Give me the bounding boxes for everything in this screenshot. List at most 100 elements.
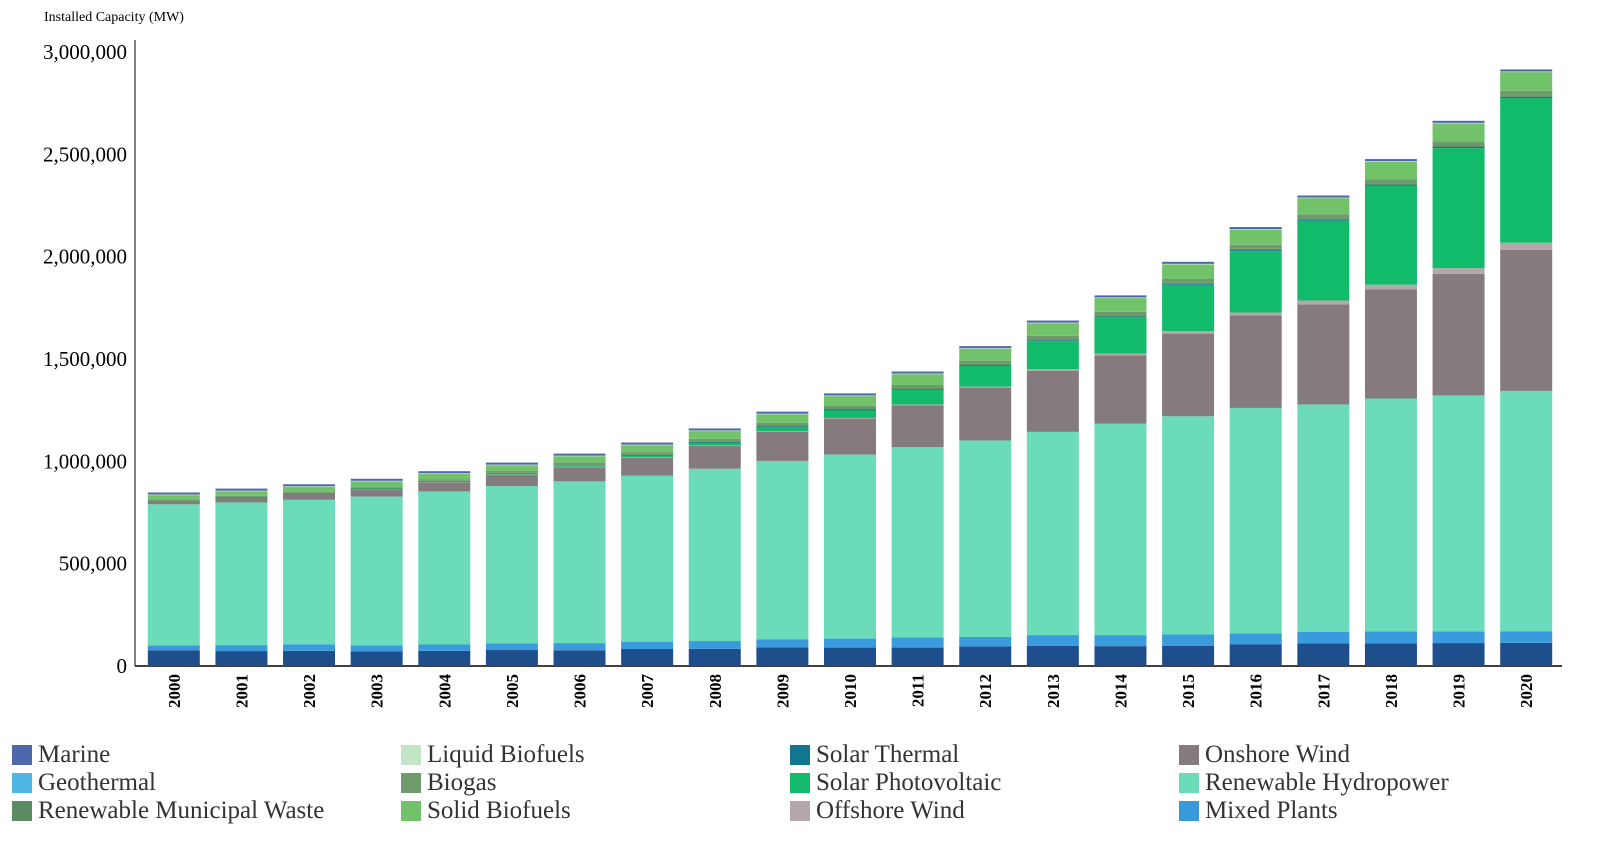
- bar-segment[interactable]: [621, 475, 674, 642]
- bar-segment[interactable]: [621, 641, 674, 650]
- bar-segment[interactable]: [1432, 141, 1485, 146]
- bar-segment[interactable]: [1364, 183, 1417, 185]
- bar-segment[interactable]: [1500, 642, 1553, 666]
- bar-segment[interactable]: [215, 497, 268, 503]
- bar-segment[interactable]: [824, 647, 876, 666]
- bar-segment[interactable]: [1229, 633, 1282, 645]
- bar-segment[interactable]: [621, 455, 674, 458]
- bar-segment[interactable]: [688, 442, 741, 443]
- bar-segment[interactable]: [553, 481, 606, 644]
- bar-segment[interactable]: [418, 481, 471, 483]
- bar-segment[interactable]: [1297, 214, 1350, 219]
- bar-segment[interactable]: [1432, 643, 1485, 666]
- bar-segment[interactable]: [1500, 242, 1553, 250]
- bar-segment[interactable]: [824, 405, 876, 409]
- bar-segment[interactable]: [688, 648, 741, 666]
- bar-segment[interactable]: [756, 425, 809, 427]
- bar-segment[interactable]: [891, 404, 944, 406]
- legend-item[interactable]: Geothermal: [12, 770, 156, 796]
- bar-segment[interactable]: [756, 426, 809, 428]
- bar-segment[interactable]: [485, 470, 538, 473]
- bar-segment[interactable]: [621, 649, 674, 666]
- bar-segment[interactable]: [1229, 644, 1282, 666]
- bar-segment[interactable]: [1229, 229, 1282, 230]
- bar-segment[interactable]: [1432, 273, 1485, 396]
- bar-segment[interactable]: [147, 645, 200, 651]
- bar-segment[interactable]: [1162, 263, 1215, 265]
- bar-segment[interactable]: [553, 643, 606, 651]
- bar-segment[interactable]: [824, 395, 876, 406]
- bar-segment[interactable]: [1162, 331, 1215, 334]
- bar-segment[interactable]: [1026, 645, 1079, 666]
- bar-segment[interactable]: [553, 465, 606, 467]
- bar-segment[interactable]: [1094, 317, 1147, 354]
- bar-segment[interactable]: [215, 651, 268, 666]
- bar-segment[interactable]: [283, 644, 336, 651]
- bar-segment[interactable]: [418, 482, 471, 483]
- bar-segment[interactable]: [1500, 90, 1553, 96]
- bar-segment[interactable]: [621, 452, 674, 455]
- legend-item[interactable]: Renewable Hydropower: [1179, 770, 1449, 796]
- bar-segment[interactable]: [1162, 645, 1215, 666]
- bar-segment[interactable]: [621, 454, 674, 456]
- bar-segment[interactable]: [1364, 185, 1417, 285]
- bar-segment[interactable]: [350, 496, 403, 646]
- bar-segment[interactable]: [1364, 179, 1417, 184]
- bar-segment[interactable]: [485, 643, 538, 651]
- bar-segment[interactable]: [485, 474, 538, 487]
- bar-segment[interactable]: [688, 468, 741, 642]
- legend-item[interactable]: Liquid Biofuels: [401, 742, 585, 768]
- bar-segment[interactable]: [1297, 300, 1350, 305]
- bar-segment[interactable]: [283, 499, 336, 645]
- bar-segment[interactable]: [1229, 315, 1282, 408]
- bar-segment[interactable]: [485, 473, 538, 475]
- bar-segment[interactable]: [1026, 635, 1079, 646]
- bar-segment[interactable]: [147, 504, 200, 646]
- bar-segment[interactable]: [756, 431, 809, 433]
- bar-segment[interactable]: [1229, 251, 1282, 313]
- bar-segment[interactable]: [756, 413, 809, 415]
- bar-segment[interactable]: [1026, 340, 1079, 342]
- bar-segment[interactable]: [283, 493, 336, 500]
- bar-segment[interactable]: [553, 650, 606, 666]
- bar-segment[interactable]: [1297, 631, 1350, 644]
- bar-segment[interactable]: [824, 638, 876, 648]
- bar-segment[interactable]: [1297, 220, 1350, 301]
- bar-segment[interactable]: [1500, 71, 1553, 91]
- bar-segment[interactable]: [891, 388, 944, 390]
- bar-segment[interactable]: [1229, 250, 1282, 252]
- bar-segment[interactable]: [215, 497, 268, 499]
- bar-segment[interactable]: [1026, 339, 1079, 341]
- bar-segment[interactable]: [1364, 161, 1417, 162]
- bar-segment[interactable]: [1297, 304, 1350, 405]
- bar-segment[interactable]: [824, 418, 876, 455]
- bar-segment[interactable]: [1432, 148, 1485, 269]
- bar-segment[interactable]: [1094, 423, 1147, 636]
- bar-segment[interactable]: [1500, 631, 1553, 643]
- bar-segment[interactable]: [1162, 278, 1215, 283]
- bar-segment[interactable]: [1364, 161, 1417, 180]
- bar-segment[interactable]: [891, 647, 944, 666]
- bar-segment[interactable]: [891, 637, 944, 648]
- bar-segment[interactable]: [824, 395, 876, 397]
- bar-segment[interactable]: [553, 462, 606, 465]
- bar-segment[interactable]: [1026, 369, 1079, 371]
- bar-segment[interactable]: [1500, 249, 1553, 391]
- bar-segment[interactable]: [891, 447, 944, 638]
- bar-segment[interactable]: [688, 430, 741, 432]
- bar-segment[interactable]: [959, 360, 1012, 364]
- bar-segment[interactable]: [688, 445, 741, 447]
- bar-segment[interactable]: [553, 455, 606, 457]
- bar-segment[interactable]: [418, 479, 471, 481]
- bar-segment[interactable]: [756, 460, 809, 640]
- bar-segment[interactable]: [1026, 370, 1079, 432]
- bar-segment[interactable]: [621, 455, 674, 456]
- bar-segment[interactable]: [215, 502, 268, 646]
- bar-segment[interactable]: [1094, 646, 1147, 666]
- bar-segment[interactable]: [350, 645, 403, 652]
- bar-segment[interactable]: [1229, 407, 1282, 634]
- bar-segment[interactable]: [1026, 341, 1079, 370]
- bar-segment[interactable]: [350, 480, 403, 482]
- bar-segment[interactable]: [824, 409, 876, 418]
- bar-segment[interactable]: [891, 389, 944, 390]
